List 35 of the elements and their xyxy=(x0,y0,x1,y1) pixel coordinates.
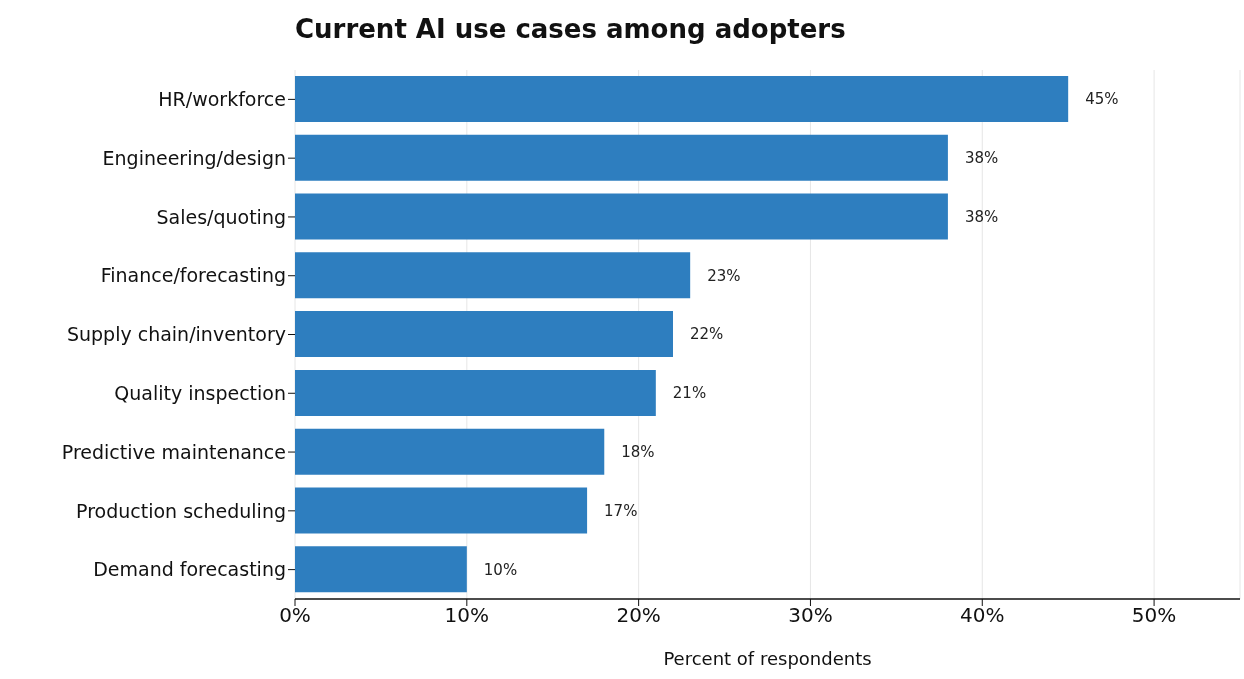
x-tick-label: 0% xyxy=(279,603,311,628)
bar xyxy=(295,546,467,593)
bar xyxy=(295,134,948,181)
x-tick-label: 30% xyxy=(788,603,833,628)
data-label: 17% xyxy=(604,501,638,520)
bar xyxy=(295,369,656,416)
bar xyxy=(295,428,605,475)
y-tick-label: Sales/quoting xyxy=(156,205,286,228)
data-label: 38% xyxy=(964,207,999,226)
data-label: 10% xyxy=(483,560,518,579)
x-tick-label: 20% xyxy=(616,603,661,628)
data-label: 22% xyxy=(690,325,724,344)
data-label: 23% xyxy=(707,266,741,285)
data-label: 18% xyxy=(621,442,655,461)
y-tick-label: Finance/forecasting xyxy=(100,264,286,287)
y-tick-label: Quality inspection xyxy=(114,382,286,405)
y-tick-label: Predictive maintenance xyxy=(61,440,286,463)
x-tick-label: 40% xyxy=(960,603,1005,628)
bar xyxy=(295,252,691,299)
bar xyxy=(295,193,948,240)
y-tick-label: Production scheduling xyxy=(76,499,286,522)
y-tick-label: Supply chain/inventory xyxy=(66,323,286,346)
data-label: 21% xyxy=(672,384,707,403)
chart-title: Current AI use cases among adopters xyxy=(295,14,846,44)
x-tick-label: 10% xyxy=(444,603,490,628)
bar xyxy=(295,76,1069,122)
data-label: 38% xyxy=(964,149,999,168)
x-tick-label: 50% xyxy=(1131,603,1177,628)
x-axis-title: Percent of respondents xyxy=(663,648,872,669)
y-tick-label: Demand forecasting xyxy=(93,558,286,581)
y-tick-label: Engineering/design xyxy=(102,146,286,169)
data-label: 45% xyxy=(1085,90,1119,109)
bar xyxy=(295,311,673,358)
bar xyxy=(295,487,588,534)
y-tick-label: HR/workforce xyxy=(158,88,286,111)
